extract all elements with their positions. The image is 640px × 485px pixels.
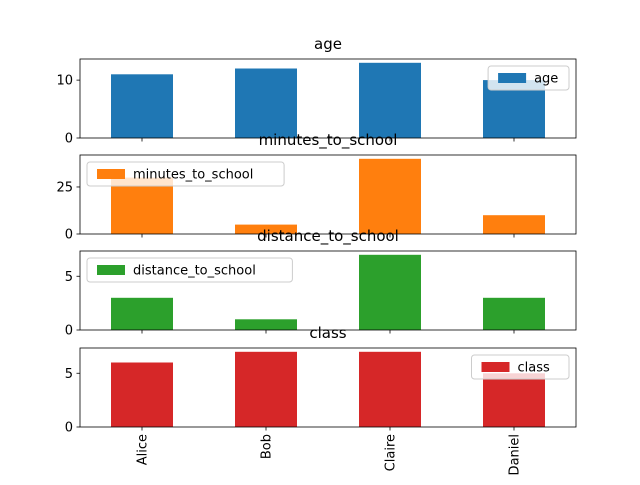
y-tick-label: 5 <box>65 367 73 382</box>
legend: class <box>471 354 570 380</box>
bar-alice <box>111 297 173 330</box>
legend-label: minutes_to_school <box>133 168 253 183</box>
subplot-title: distance_to_school <box>257 227 399 246</box>
subplot-title: class <box>309 324 346 342</box>
axes-frame <box>79 58 577 139</box>
bar-alice <box>111 177 173 234</box>
subplot-title: age <box>314 35 342 53</box>
legend-label: class <box>518 361 550 376</box>
legend-swatch <box>481 362 510 372</box>
axes-frame <box>79 347 577 428</box>
legend: age <box>487 65 570 91</box>
y-tick-label: 5 <box>65 270 73 285</box>
bar-bob <box>235 351 297 427</box>
legend-swatch <box>498 73 527 83</box>
legend-box <box>487 65 570 91</box>
bar-claire <box>359 158 421 234</box>
y-tick-label: 0 <box>65 324 73 339</box>
y-tick-label: 0 <box>65 421 73 436</box>
y-tick-label: 0 <box>65 228 73 243</box>
bar-alice <box>111 362 173 427</box>
legend-label: age <box>534 72 558 87</box>
x-tick-label: Alice <box>136 434 151 465</box>
bar-daniel <box>483 373 545 427</box>
legend-swatch <box>97 265 125 275</box>
bar-bob <box>235 224 297 234</box>
subplot-age: 0 10 age age <box>56 35 577 147</box>
subplot-minutes_to_school: 0 25 minutes_to_school minutes_to_school <box>56 131 577 243</box>
x-tick-label: Daniel <box>508 434 523 475</box>
bar-bob <box>235 68 297 138</box>
bar-claire <box>359 351 421 427</box>
legend-box <box>471 354 570 380</box>
x-tick-label: Claire <box>384 434 399 471</box>
subplot-title: minutes_to_school <box>259 131 398 150</box>
y-tick-label: 0 <box>65 132 73 147</box>
y-tick-label: 10 <box>56 74 73 89</box>
legend-box <box>86 257 293 283</box>
axes-frame <box>79 154 577 235</box>
y-tick-label: 25 <box>56 180 73 195</box>
legend: minutes_to_school <box>86 161 285 187</box>
legend-label: distance_to_school <box>133 264 256 279</box>
bar-daniel <box>483 297 545 330</box>
legend-box <box>86 161 285 187</box>
bar-claire <box>359 62 421 138</box>
subplot-class: 0 5 class class Alice Bob Claire Daniel <box>65 324 577 475</box>
x-tick-label: Bob <box>260 434 275 459</box>
subplot-distance_to_school: 0 5 distance_to_school distance_to_school <box>65 227 577 339</box>
bar-daniel <box>483 215 545 234</box>
axes-frame <box>79 250 577 331</box>
bar-bob <box>235 319 297 330</box>
bar-claire <box>359 254 421 330</box>
legend: distance_to_school <box>86 257 293 283</box>
legend-swatch <box>97 169 125 179</box>
bar-alice <box>111 74 173 138</box>
